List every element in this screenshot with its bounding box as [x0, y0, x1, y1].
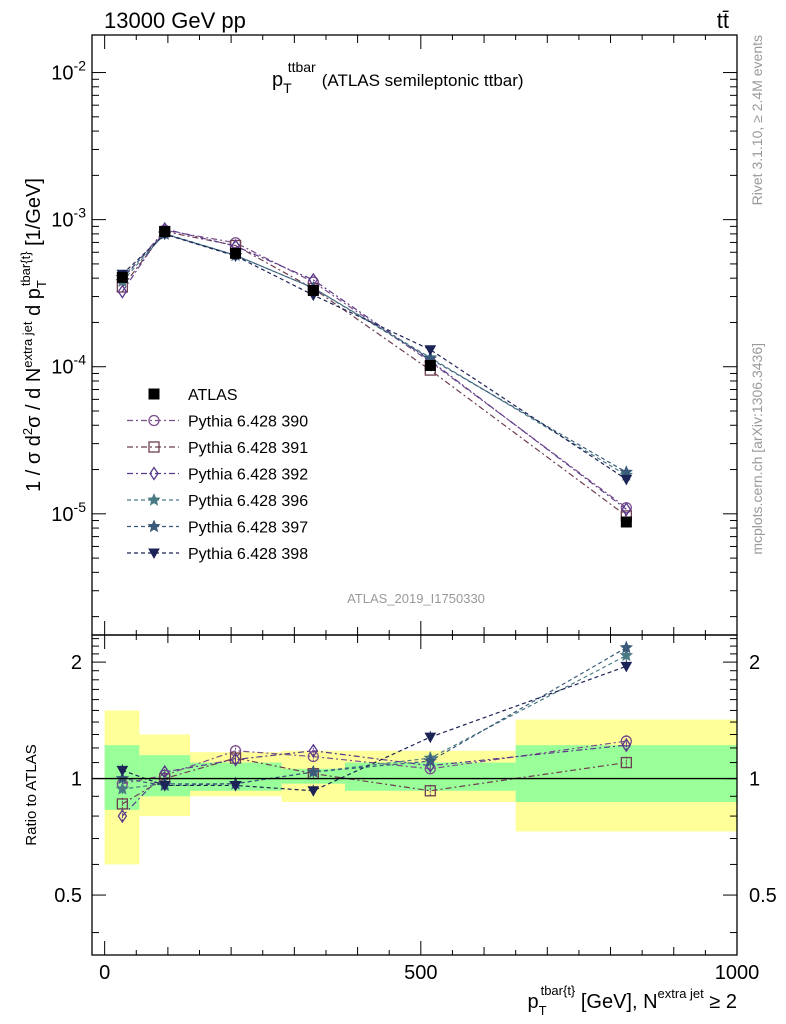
data-point-4	[424, 359, 436, 371]
ratio-series-group	[115, 640, 633, 824]
y-tick-label-main-3: 10-2	[51, 58, 86, 85]
legend-label-p398: Pythia 6.428 398	[188, 546, 308, 563]
y-tick-label-main-1: 10-4	[51, 352, 86, 379]
series-point-p398-5	[620, 474, 633, 486]
ratio-point-p391-4	[424, 785, 436, 797]
analysis-id: ATLAS_2019_I1750330	[347, 591, 485, 606]
legend-marker-p391	[148, 441, 160, 453]
ratio-point-p392-3	[308, 743, 319, 758]
ratio-point-p397-5	[619, 640, 633, 654]
ratio-point-p396-5	[619, 648, 633, 662]
legend-marker-p398	[148, 548, 160, 560]
series-point-p392-0	[117, 284, 128, 299]
ratio-point-p398-3	[307, 786, 320, 797]
y-tick-label-main-2: 10-3	[51, 205, 86, 232]
ratio-line-p397	[122, 647, 627, 787]
mcplots-text: mcplots.cern.ch [arXiv:1306.3436]	[749, 343, 765, 555]
y-tick-label-base: 10	[51, 504, 73, 526]
legend-marker-p396	[147, 492, 161, 506]
legend-label-data: ATLAS	[188, 387, 238, 404]
series-point-p398-4	[424, 345, 437, 356]
data-point-2	[230, 247, 242, 259]
legend-label-p390: Pythia 6.428 390	[188, 414, 308, 431]
ratio-point-p398-1	[158, 780, 171, 792]
ratio-point-p398-0	[116, 765, 129, 777]
y-tick-label-exp: -2	[74, 58, 87, 74]
ratio-point-p398-4	[424, 732, 437, 744]
legend-label-p392: Pythia 6.428 392	[188, 467, 308, 484]
rivet-version-text: Rivet 3.1.10, ≥ 2.4M events	[749, 35, 765, 205]
y-axis-label-main: 1 / σ d2σ / d Nextra jet d pTtbar{t} [1/…	[18, 178, 49, 492]
y-tick-label-ratio-left-1: 1	[71, 769, 82, 791]
x-tick-label-0: 0	[99, 962, 110, 984]
legend-marker-p392	[149, 466, 159, 481]
y-tick-label-ratio-left-0: 0.5	[54, 885, 82, 907]
ratio-line-p391	[122, 757, 627, 805]
y-axis-label-ratio: Ratio to ATLAS	[23, 744, 40, 845]
ratio-point-p397-3	[306, 764, 320, 778]
y-tick-label-base: 10	[51, 210, 73, 232]
series-line-p397	[121, 233, 627, 473]
plot-title-rest: (ATLAS semileptonic ttbar)	[322, 71, 524, 90]
y-tick-label-main-0: 10-5	[51, 499, 86, 526]
ratio-point-p392-2	[230, 752, 241, 767]
ratio-plot-frame	[91, 634, 738, 956]
series-group	[115, 221, 633, 528]
ratio-point-p396-0	[115, 781, 130, 795]
ratio-point-p397-4	[423, 753, 437, 767]
header-right: tt̄	[717, 8, 729, 33]
ratio-point-p391-5	[620, 756, 632, 769]
y-tick-label-exp: -3	[74, 205, 87, 221]
legend-label-p397: Pythia 6.428 397	[188, 520, 308, 537]
legend-marker-p397	[147, 519, 161, 533]
series-point-p392-5	[621, 502, 632, 517]
plot-title-sub: T	[283, 80, 292, 96]
y-tick-label-ratio-right-2: 2	[749, 652, 760, 674]
legend-label-p391: Pythia 6.428 391	[188, 440, 308, 457]
plot-title-sup: ttbar	[288, 59, 316, 75]
series-line-p392	[121, 228, 627, 510]
ratio-point-p398-5	[620, 661, 633, 673]
series-line-p396	[121, 232, 627, 476]
legend-label-p396: Pythia 6.428 396	[188, 493, 308, 510]
ratio-line-p390	[122, 740, 627, 785]
y-tick-label-exp: -5	[74, 499, 87, 515]
x-tick-label-1: 500	[404, 962, 437, 984]
ratio-line-p392	[121, 744, 627, 817]
y-tick-label-exp: -4	[74, 352, 87, 368]
main-plot-frame	[91, 34, 738, 636]
legend: ATLAS Pythia 6.428 390 Pythia 6.428 391 Pyt…	[127, 387, 308, 563]
header-left: 13000 GeV pp	[104, 8, 246, 33]
uncertainty-bands	[104, 710, 737, 865]
x-axis-label: pTtbar{t} [GeV], Nextra jet ≥ 2	[528, 983, 738, 1018]
ratio-point-p392-0	[117, 808, 128, 824]
plot-title: pTttbar (ATLAS semileptonic ttbar)	[272, 59, 524, 96]
legend-marker-data	[148, 388, 160, 400]
data-point-0	[116, 271, 128, 283]
series-line-p398	[121, 233, 627, 480]
x-tick-label-2: 1000	[715, 962, 760, 984]
axis-ticks: 10-510-410-310-20.5 0.51 12 20 500 1000	[51, 35, 777, 984]
data-point-3	[307, 284, 319, 296]
y-tick-label-base: 10	[51, 63, 73, 85]
ratio-point-p398-2	[229, 780, 242, 792]
ratio-point-p392-5	[621, 737, 632, 753]
data-point-1	[159, 226, 171, 238]
y-tick-label-ratio-right-0: 0.5	[749, 885, 777, 907]
y-tick-label-ratio-right-1: 1	[749, 769, 760, 791]
legend-marker-p390	[148, 414, 160, 427]
data-point-5	[620, 516, 632, 528]
y-tick-label-ratio-left-2: 2	[71, 652, 82, 674]
ratio-line-p398	[122, 665, 627, 792]
plot-title-main: p	[272, 69, 283, 91]
y-tick-label-base: 10	[51, 357, 73, 379]
